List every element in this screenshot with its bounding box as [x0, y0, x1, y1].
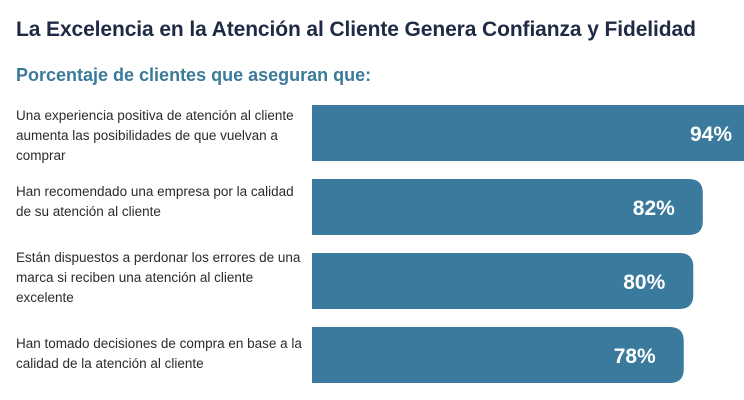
bar-value-label-3: 78%	[614, 345, 656, 368]
chart-subtitle: Porcentaje de clientes que aseguran que:	[16, 65, 372, 85]
bar-1	[312, 179, 703, 235]
category-label-1: Han recomendado una empresa por la calid…	[16, 184, 294, 219]
category-label-0: Una experiencia positiva de atención al …	[16, 108, 294, 163]
bar-2	[312, 253, 694, 309]
bar-value-label-0: 94%	[690, 123, 732, 146]
category-label-3: Han tomado decisiones de compra en base …	[16, 336, 302, 371]
category-label-2: Están dispuestos a perdonar los errores …	[16, 250, 301, 305]
bar-value-label-1: 82%	[633, 197, 675, 220]
bar-0	[312, 105, 744, 161]
bar-3	[312, 327, 684, 383]
bar-value-label-2: 80%	[623, 271, 665, 294]
chart-title: La Excelencia en la Atención al Cliente …	[16, 18, 696, 41]
